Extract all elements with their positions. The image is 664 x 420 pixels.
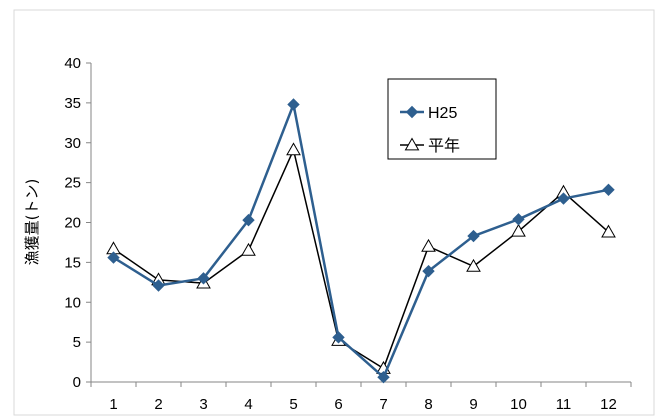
series-layer: [106, 98, 616, 384]
data-point: [602, 183, 615, 197]
legend: H25 平年: [387, 78, 497, 160]
data-point: [242, 213, 255, 227]
y-axis-title: 漁獲量(トン): [23, 179, 41, 266]
series-line: [113, 149, 609, 370]
data-point: [287, 98, 300, 111]
y-tick-label: 0: [73, 374, 81, 391]
y-tick-label: 40: [64, 55, 81, 72]
x-tick-label: 11: [556, 396, 572, 413]
data-point: [377, 371, 390, 384]
legend-label: H25: [428, 105, 457, 122]
data-point: [511, 223, 526, 237]
data-point: [557, 192, 570, 205]
x-tick-label: 6: [334, 396, 342, 413]
y-tick-label: 15: [64, 254, 81, 271]
y-tick-label: 30: [64, 135, 81, 152]
data-point: [241, 242, 256, 256]
data-point: [466, 258, 481, 272]
x-tick-label: 9: [469, 396, 477, 413]
legend-marker: [405, 105, 419, 119]
x-tick-label: 12: [600, 396, 617, 413]
data-point: [467, 229, 480, 243]
data-point: [286, 142, 301, 156]
series-1: [107, 98, 615, 384]
x-tick-label: 10: [510, 396, 527, 413]
data-point: [422, 264, 435, 278]
x-tick-label: 5: [289, 396, 297, 413]
legend-entry-1: H25: [400, 105, 457, 122]
y-tick-label: 20: [64, 215, 81, 232]
x-tick-label: 2: [154, 396, 162, 413]
series-line: [112, 103, 609, 379]
data-point: [107, 251, 120, 264]
y-tick-label: 25: [64, 175, 81, 192]
data-point: [152, 279, 165, 292]
data-point: [332, 331, 345, 344]
x-tick-label: 1: [109, 396, 117, 413]
y-tick-label: 35: [64, 95, 81, 112]
legend-marker: [404, 137, 420, 151]
legend-box: [387, 78, 497, 160]
data-point: [601, 224, 616, 238]
y-tick-label: 10: [64, 294, 81, 311]
legend-label: 平年: [428, 137, 460, 155]
legend-entry-2: 平年: [400, 137, 460, 155]
y-tick-label: 5: [73, 334, 81, 351]
data-point: [421, 238, 436, 252]
x-tick-label: 4: [244, 396, 252, 413]
data-point: [197, 272, 210, 285]
x-tick-label: 7: [379, 396, 387, 413]
data-point: [512, 213, 525, 226]
x-tick-label: 3: [199, 396, 207, 413]
chart-area-border: [13, 9, 655, 416]
x-tick-label: 8: [424, 396, 432, 413]
